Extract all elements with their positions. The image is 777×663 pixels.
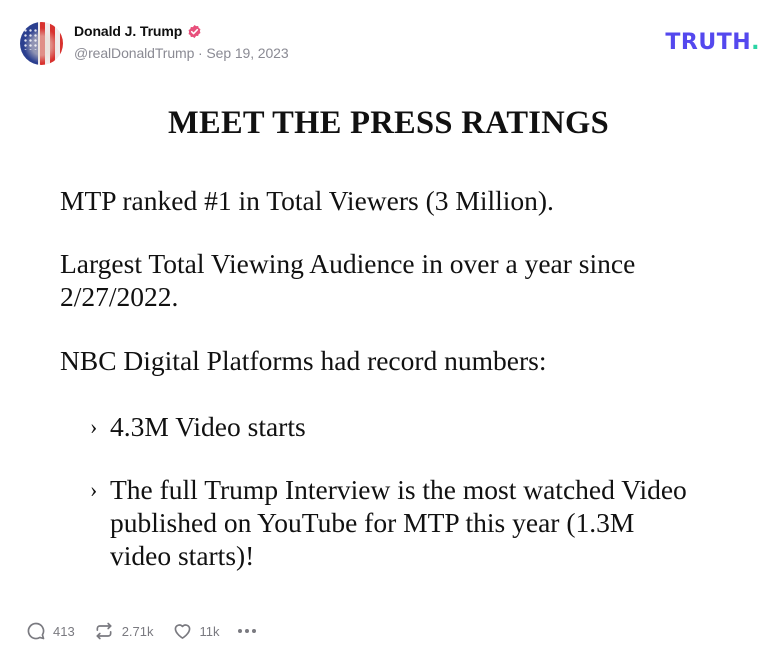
bullet-chevron-icon: › bbox=[90, 414, 98, 439]
image-paragraph-3: NBC Digital Platforms had record numbers… bbox=[60, 345, 547, 376]
retruth-icon bbox=[93, 621, 115, 641]
more-icon[interactable] bbox=[237, 629, 256, 633]
image-paragraph-1: MTP ranked #1 in Total Viewers (3 Millio… bbox=[60, 185, 554, 216]
like-button[interactable]: 11k bbox=[172, 621, 220, 641]
bullet-text: The full Trump Interview is the most wat… bbox=[110, 474, 687, 571]
reply-count: 413 bbox=[53, 623, 75, 639]
avatar-flag-stars bbox=[23, 28, 37, 50]
logo-text: TRUTH bbox=[665, 30, 752, 55]
reply-icon bbox=[26, 621, 46, 641]
post-timestamp[interactable]: Sep 19, 2023 bbox=[206, 45, 289, 61]
logo-dot: . bbox=[751, 30, 760, 55]
post-header: Donald J. Trump @realDonaldTrump · Sep 1… bbox=[20, 20, 760, 68]
author-block: Donald J. Trump @realDonaldTrump · Sep 1… bbox=[74, 23, 289, 61]
post-actions: 413 2.71k 11k bbox=[26, 620, 256, 642]
post-meta: @realDonaldTrump · Sep 19, 2023 bbox=[74, 45, 289, 61]
reply-button[interactable]: 413 bbox=[26, 621, 75, 641]
image-paragraph-2: Largest Total Viewing Audience in over a… bbox=[60, 248, 636, 312]
retruth-button[interactable]: 2.71k bbox=[93, 621, 154, 641]
avatar[interactable] bbox=[20, 22, 63, 65]
post-image[interactable]: MEET THE PRESS RATINGS MTP ranked #1 in … bbox=[0, 90, 777, 590]
heart-icon bbox=[172, 621, 193, 641]
image-bullet-1: › 4.3M Video starts bbox=[90, 410, 306, 443]
image-bullet-2: › The full Trump Interview is the most w… bbox=[90, 473, 700, 572]
truth-logo: TRUTH. bbox=[665, 30, 760, 55]
bullet-chevron-icon: › bbox=[90, 477, 98, 502]
retruth-count: 2.71k bbox=[121, 623, 154, 639]
verified-badge-icon bbox=[187, 24, 202, 39]
author-display-name[interactable]: Donald J. Trump bbox=[74, 23, 183, 39]
meta-separator: · bbox=[194, 45, 207, 61]
bullet-text: 4.3M Video starts bbox=[110, 411, 306, 442]
image-headline: MEET THE PRESS RATINGS bbox=[168, 105, 609, 141]
author-handle[interactable]: @realDonaldTrump bbox=[74, 45, 195, 61]
like-count: 11k bbox=[199, 623, 220, 639]
